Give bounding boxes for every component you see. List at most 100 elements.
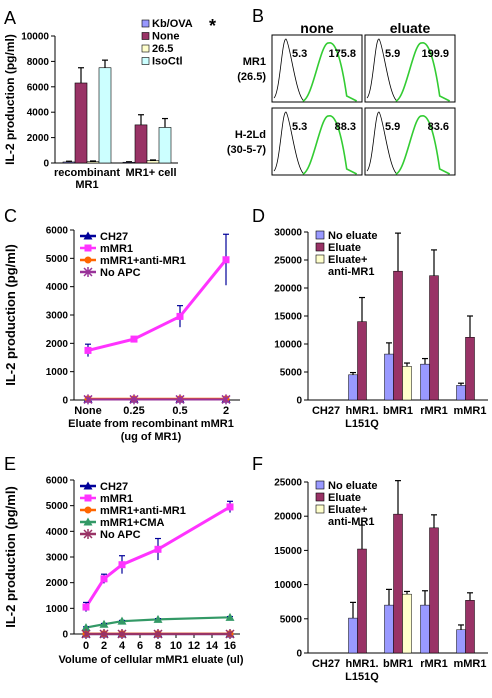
a-legend-label: None [152,31,180,43]
f-bar-eluate-anti-mr1 [402,593,412,654]
a-category-label: MR1+ cell [125,167,176,179]
e-legend-marker-mmr1 [84,494,92,502]
b-control-value: 5.3 [292,121,307,133]
f-category-label: bMR1 [383,658,413,670]
c-point-no-apc [83,394,93,405]
a-category-label: MR1 [75,179,98,191]
d-legend-swatch-eluate-anti-mr1 [315,254,325,264]
a-legend-label: Kb/OVA [152,18,193,30]
e-legend-label: No APC [100,529,141,541]
b-control-histogram [273,38,305,102]
d-category-label: L151Q [345,418,379,430]
f-y-tick-label: 0 [296,649,302,660]
a-legend-swatch-none [141,32,150,40]
e-point-no-apc [99,629,109,639]
d-bar-no-eluate [348,374,358,401]
b-stained-value: 83.6 [428,121,449,133]
e-x-tick-label: 4 [119,640,126,652]
a-bar-none [134,124,148,164]
f-bar-no-eluate [384,604,394,654]
c-point-mmr1 [176,312,184,320]
a-legend-label: IsoCtl [152,56,183,68]
c-x-axis-label-units: (ug of MR1) [121,431,182,443]
d-y-tick-label: 30000 [274,228,302,239]
a-y-tick-label: 0 [43,159,49,170]
c-point-mmr1 [222,256,230,264]
d-legend-label: Eluate+ [328,254,367,266]
panel-letter-d: D [252,206,265,226]
f-legend-swatch-eluate [315,492,325,502]
a-legend-swatch-isoctl [141,57,150,65]
e-point-no-apc [225,629,235,639]
b-column-header: none [300,20,334,36]
d-y-tick-label: 15000 [274,312,302,323]
e-point-mmr1 [100,575,108,583]
a-y-tick-label: 4000 [27,108,50,119]
e-y-tick-label: 2000 [46,578,69,589]
d-legend-label: Eluate [328,242,361,254]
e-y-axis-label: IL-2 production (pg/ml) [3,486,18,628]
chart-d: 0 5000 10000 15000 20000 25000 30000 CH27 hMR1.L… [274,228,488,430]
e-point-mmr1 [226,503,234,511]
a-y-tick-label: 6000 [27,82,50,93]
b-control-value: 5.9 [385,121,400,133]
d-y-tick-label: 5000 [280,368,303,379]
c-y-tick-label: 1000 [46,367,69,378]
e-x-tick-label: 8 [155,640,161,652]
e-point-no-apc [81,629,91,639]
c-y-axis-label: IL-2 production (pg/ml) [3,244,18,386]
d-category-label: CH27 [312,405,340,417]
chart-a: 0 2000 4000 6000 8000 10000 IL-2 production (p… [3,16,216,191]
e-y-tick-label: 4000 [46,527,69,538]
b-stained-histogram [302,115,358,175]
f-category-label: hMR1. [346,658,379,670]
e-point-no-apc [117,629,127,639]
a-legend-swatch-26-5 [141,44,150,53]
a-legend-swatch-kb-ova [141,19,150,28]
f-bar-eluate [393,513,403,654]
d-y-tick-label: 20000 [274,284,302,295]
e-legend-label: mMR1+anti-MR1 [100,505,186,517]
b-stained-value: 175.8 [328,48,356,60]
f-bar-eluate [465,600,475,654]
f-legend-label: No eluate [328,480,378,492]
d-bar-no-eluate [456,385,466,401]
d-bar-no-eluate [384,353,394,401]
e-legend-label: mMR1+CMA [100,517,165,529]
f-category-label: rMR1 [420,658,448,670]
f-category-label: mMR1 [453,658,486,670]
c-y-tick-label: 6000 [46,226,69,237]
d-bar-eluate [357,321,367,401]
b-row-label: H-2Ld [235,129,266,141]
a-bar-26-5 [146,160,160,164]
c-x-tick-label: 0.5 [172,405,187,417]
d-bar-eluate-anti-mr1 [402,366,412,401]
c-legend-marker-mmr1 [84,244,92,252]
e-legend-marker-mmr1-cma [83,517,93,526]
c-y-tick-label: 2000 [46,339,69,350]
c-legend-marker-mmr1-anti-mr1 [84,256,92,264]
b-control-histogram [366,38,398,102]
e-x-tick-label: 10 [170,640,182,652]
f-legend-label: Eluate [328,492,361,504]
c-legend-label: CH27 [100,231,128,243]
e-point-mmr1 [82,603,90,611]
a-bar-26-5 [86,161,100,164]
b-row-label: (30-5-7) [227,144,266,156]
c-x-tick-label: None [74,405,102,417]
c-point-no-apc [221,394,231,405]
f-bar-eluate [357,548,367,654]
e-x-tick-label: 2 [101,640,107,652]
c-legend-marker-no-apc [83,267,93,277]
c-line-mmr1 [87,258,228,352]
a-y-tick-label: 10000 [21,32,49,43]
e-point-mmr1-cma [153,614,163,623]
c-point-mmr1 [84,346,92,354]
c-point-no-apc [129,394,139,405]
chart-c: 0 1000 2000 3000 4000 5000 6000 IL-2 production… [3,226,240,443]
c-legend-label: No APC [100,267,141,279]
e-point-mmr1 [154,545,162,553]
e-legend-marker-mmr1-anti-mr1 [84,506,92,514]
chart-e: 0 1000 2000 3000 4000 5000 6000 IL-2 production… [3,476,244,667]
